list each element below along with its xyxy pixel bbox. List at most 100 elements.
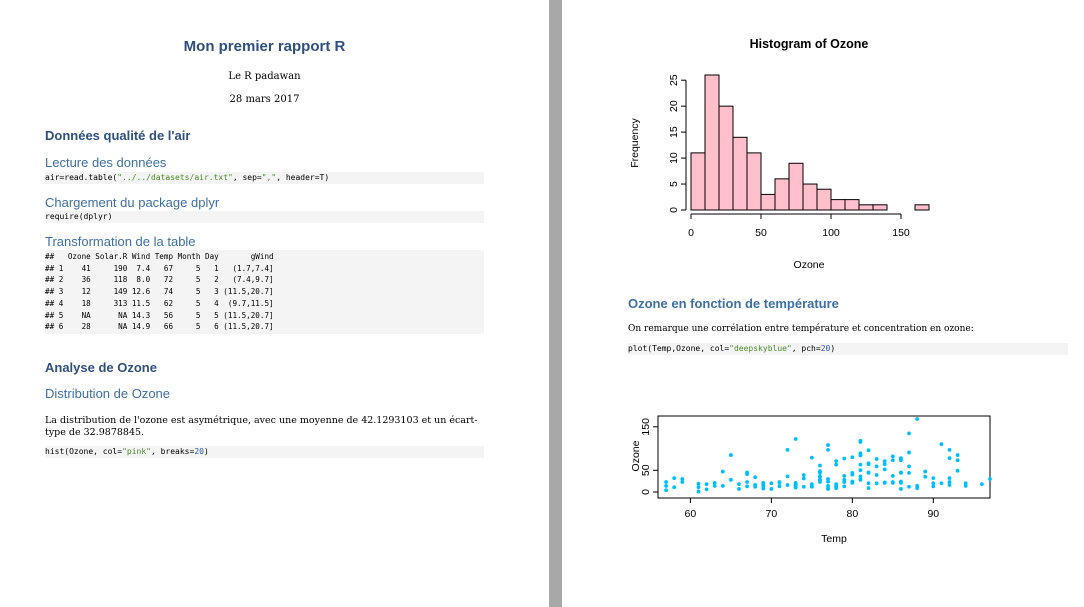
scatter-point [769, 481, 774, 486]
histogram-bar [872, 204, 888, 211]
scatter-point [728, 477, 733, 482]
histogram-bar [816, 188, 832, 211]
scatter-point [785, 474, 790, 479]
scatter-point [955, 453, 960, 457]
scatter-point [842, 484, 847, 489]
scatter-point [866, 470, 871, 475]
histogram-bar [760, 193, 776, 211]
histogram-title: Histogram of Ozone [750, 37, 869, 51]
histogram-bar [774, 178, 790, 211]
histogram-bar [830, 199, 846, 211]
code-hist: hist(Ozone, col="pink", breaks=20) [45, 446, 484, 458]
scatter-point [963, 481, 968, 486]
scatter-point [834, 459, 839, 464]
scatter-point [931, 484, 936, 489]
heading-air-quality: Données qualité de l'air [45, 128, 191, 143]
histogram-y-tick-label: 25 [668, 74, 680, 86]
scatter-point [704, 482, 709, 487]
scatter-point [793, 437, 798, 441]
code-plot: plot(Temp,Ozone, col="deepskyblue", pch=… [628, 343, 1068, 355]
scatter-point [696, 481, 701, 486]
table-output-row: ## 4 18 313 11.5 62 5 4 (9.7,11.5] [45, 298, 274, 308]
scatter-point [899, 470, 903, 475]
scatter-point [720, 484, 725, 488]
histogram-y-tick-label: 5 [668, 181, 680, 187]
scatter-point [696, 489, 701, 494]
scatter-point [858, 438, 863, 443]
histogram-x-tick-label: 150 [892, 227, 910, 239]
histogram-bar [844, 199, 860, 211]
paragraph-correlation: On remarque une corrélation entre tempér… [628, 324, 974, 334]
scatter-point [866, 461, 871, 466]
scatter-point [761, 486, 766, 491]
scatter-point [866, 486, 871, 490]
scatter-point [664, 488, 668, 493]
scatter-point [696, 485, 701, 490]
report-page-left: Mon premier rapport R Le R padawan 28 ma… [45, 38, 484, 458]
scatter-point [801, 476, 806, 481]
histogram-bar [914, 204, 930, 211]
scatter-point [672, 476, 677, 480]
heading-ozone-distribution: Distribution de Ozone [45, 386, 171, 401]
scatter-point [826, 443, 830, 447]
scatter-point [745, 480, 749, 484]
scatter-x-tick-label: 60 [685, 508, 697, 520]
scatter-point [858, 462, 863, 467]
scatter-point [809, 455, 814, 460]
scatter-y-label: Ozone [630, 440, 642, 471]
histogram-bar [802, 183, 818, 211]
scatter-point [785, 483, 790, 487]
histogram-bar [704, 74, 720, 211]
scatter-x-tick-label: 80 [846, 508, 858, 520]
report-title: Mon premier rapport R [183, 38, 346, 55]
paragraph-ozone-distribution: La distribution de l'ozone est asymétriq… [45, 415, 478, 438]
scatter-point [753, 475, 758, 480]
scatter-point [899, 479, 903, 484]
scatter-point [874, 457, 879, 461]
scatter-point [769, 487, 774, 491]
scatter-point [890, 454, 895, 459]
histogram-x-tick-label: 50 [755, 227, 767, 239]
scatter-point [809, 484, 814, 489]
scatter-point [939, 442, 944, 447]
scatter-point [947, 476, 952, 480]
histogram-bar [732, 136, 748, 211]
scatter-point [890, 474, 895, 478]
scatter-point [963, 484, 968, 488]
heading-dplyr: Chargement du package dplyr [45, 195, 220, 210]
histogram-bar [858, 204, 874, 211]
scatter-point [826, 477, 830, 481]
scatter-point [907, 431, 911, 436]
scatter-point [858, 474, 863, 479]
scatter-point [915, 417, 920, 421]
scatter-point [955, 458, 960, 463]
scatter-point [947, 447, 952, 452]
scatter-point [882, 462, 887, 467]
scatter-point [826, 484, 830, 488]
scatter-point [939, 481, 944, 486]
scatter-point [850, 470, 855, 475]
scatter-point [947, 456, 952, 461]
heading-transform: Transformation de la table [45, 234, 196, 249]
scatter-point [874, 464, 879, 469]
ozone-vs-temp-scatter-chart: Temp Ozone 60 70 80 90 0 50 150 [630, 415, 992, 545]
scatter-point [842, 480, 847, 484]
scatter-point [826, 479, 830, 484]
histogram-x-tick-label: 0 [688, 227, 694, 239]
histogram-y-tick-label: 0 [668, 207, 680, 213]
scatter-point [777, 480, 782, 484]
scatter-point [664, 480, 668, 484]
scatter-point [761, 483, 766, 487]
page-divider [549, 0, 562, 607]
scatter-y-tick-label: 150 [640, 418, 652, 436]
scatter-point [931, 481, 936, 486]
scatter-point [947, 480, 952, 484]
histogram-x-tick-label: 100 [822, 227, 840, 239]
scatter-point [907, 484, 911, 489]
scatter-point [745, 470, 749, 475]
scatter-point [680, 477, 685, 481]
scatter-point [890, 480, 895, 485]
scatter-point [720, 469, 725, 474]
scatter-point [947, 483, 952, 487]
scatter-point [874, 481, 879, 486]
